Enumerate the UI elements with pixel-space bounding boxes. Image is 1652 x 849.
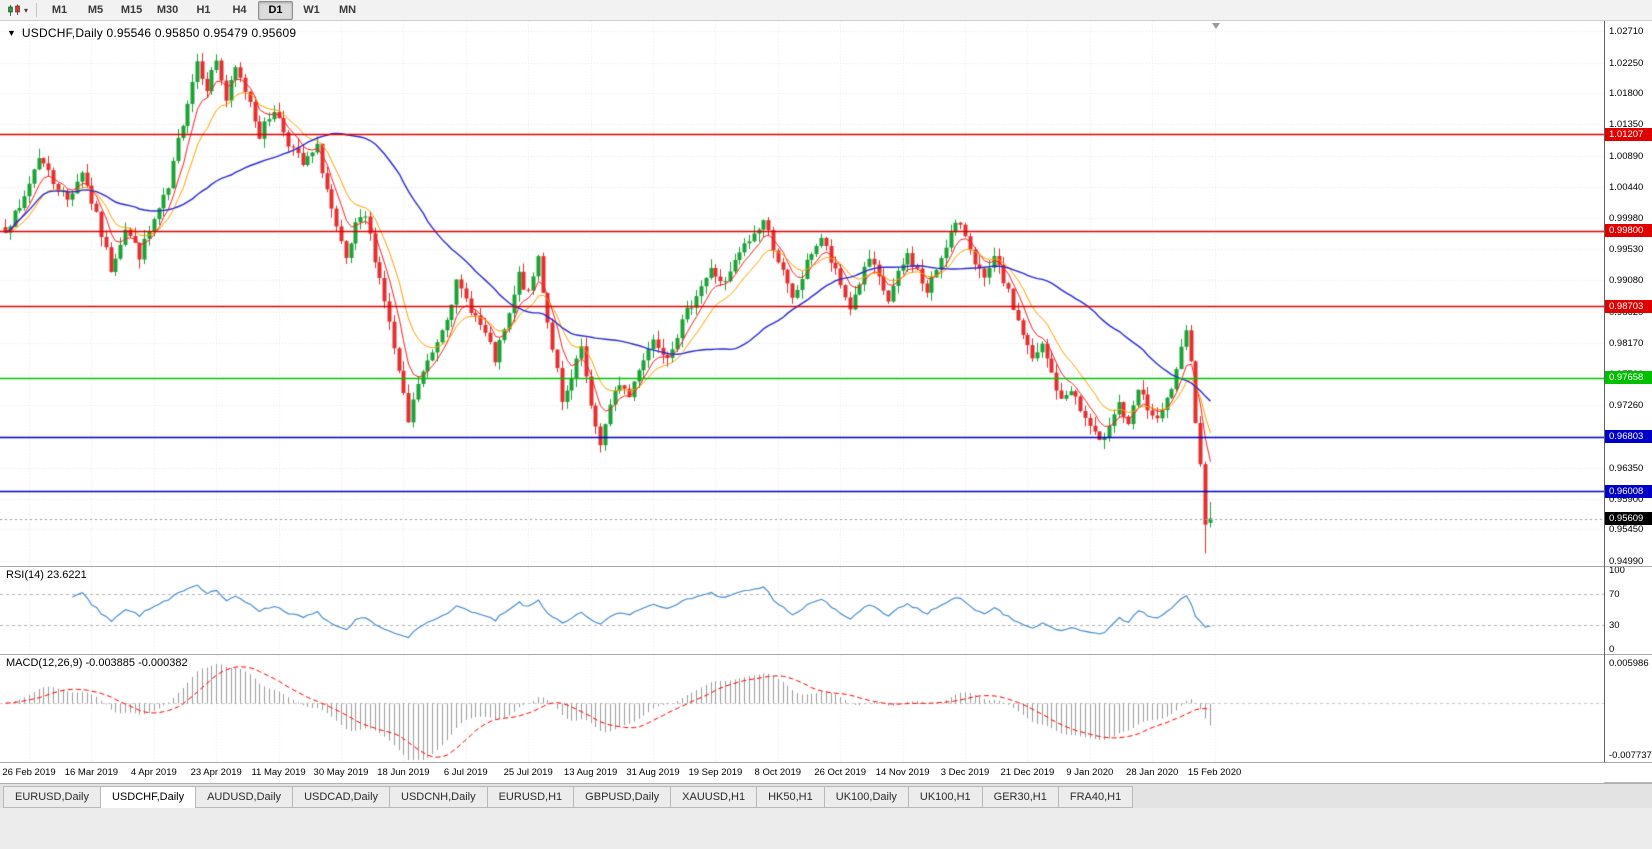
date-label: 31 Aug 2019 (626, 767, 680, 778)
tab-audusd-daily[interactable]: AUDUSD,Daily (196, 786, 294, 808)
date-label: 21 Dec 2019 (1000, 767, 1055, 778)
date-label: 30 May 2019 (313, 767, 369, 778)
date-label: 3 Dec 2019 (940, 767, 990, 778)
price-axis-label: 0.95450 (1609, 524, 1644, 536)
date-label: 26 Feb 2019 (2, 767, 56, 778)
rsi-axis-label: 30 (1609, 620, 1620, 632)
tf-button-m15[interactable]: M15 (120, 4, 143, 16)
current-price-badge: 0.95609 (1605, 512, 1652, 525)
timeframe-button-group: M1 M5 M15 M30 H1 H4 D1 W1 MN (42, 0, 365, 20)
rsi-axis-label: 100 (1609, 565, 1625, 576)
price-axis-label: 1.02710 (1609, 26, 1644, 37)
tf-button-h1[interactable]: H1 (196, 4, 211, 16)
hline-badge-1-01207[interactable]: 1.01207 (1605, 127, 1652, 141)
macd-label: MACD(12,26,9) -0.003885 -0.000382 (6, 657, 188, 669)
tf-button-h4[interactable]: H4 (232, 4, 247, 16)
price-axis-label: 0.99980 (1609, 213, 1644, 225)
hline-badge-0-99800[interactable]: 0.99800 (1605, 224, 1652, 238)
price-chart-canvas[interactable] (0, 21, 1604, 566)
date-label: 13 Aug 2019 (563, 767, 618, 778)
panel-separator[interactable] (0, 566, 1652, 567)
price-axis-label: 0.96350 (1609, 462, 1644, 474)
rsi-axis-label: 0 (1609, 644, 1615, 655)
tab-eurusd-h1[interactable]: EURUSD,H1 (487, 786, 575, 808)
tab-usdcad-daily[interactable]: USDCAD,Daily (293, 786, 391, 808)
dropdown-caret-icon: ▾ (24, 5, 29, 15)
tab-fra40-h1[interactable]: FRA40,H1 (1058, 786, 1134, 808)
price-axis-label: 1.00890 (1609, 150, 1644, 162)
tab-xauusd-h1[interactable]: XAUUSD,H1 (671, 786, 758, 808)
panel-separator[interactable] (0, 654, 1652, 655)
rsi-name: RSI(14) (6, 569, 44, 581)
tf-button-d1[interactable]: D1 (258, 0, 294, 20)
price-axis-label: 1.01800 (1609, 88, 1644, 100)
chart-shift-marker-icon (1212, 23, 1220, 29)
date-label: 8 Oct 2019 (754, 767, 802, 778)
date-label: 9 Jan 2020 (1066, 767, 1114, 778)
date-label: 19 Sep 2019 (688, 767, 743, 778)
chart-tabs-bar: EURUSD,Daily USDCHF,Daily AUDUSD,Daily USDC… (0, 783, 1652, 810)
date-label: 14 Nov 2019 (875, 767, 930, 778)
date-label: 15 Feb 2020 (1187, 767, 1242, 778)
price-axis-label: 0.98170 (1609, 337, 1644, 349)
macd-axis-label: -0.007737 (1609, 750, 1652, 761)
macd-name: MACD(12,26,9) (6, 657, 83, 669)
tab-ger30-h1[interactable]: GER30,H1 (982, 786, 1059, 808)
toolbar-separator (36, 3, 38, 17)
rsi-label: RSI(14) 23.6221 (6, 569, 87, 581)
status-strip (0, 808, 1652, 849)
price-axis-border (1604, 21, 1605, 762)
date-label: 25 Jul 2019 (503, 767, 553, 778)
hline-badge-0-97658[interactable]: 0.97658 (1605, 371, 1652, 385)
chart-area: ▼ USDCHF,Daily 0.95546 0.95850 0.95479 0… (0, 21, 1652, 783)
chart-tool-button[interactable]: ▾ (4, 3, 31, 18)
tab-gbpusd-daily[interactable]: GBPUSD,Daily (574, 786, 672, 808)
macd-axis-label: 0.005986 (1609, 658, 1649, 669)
tab-hk50-h1[interactable]: HK50,H1 (757, 786, 825, 808)
panel-separator (0, 762, 1652, 763)
date-label: 16 Mar 2019 (64, 767, 119, 778)
rsi-value: 23.6221 (46, 569, 87, 581)
price-axis-label: 0.97260 (1609, 400, 1644, 412)
hline-badge-0-98703[interactable]: 0.98703 (1605, 299, 1652, 313)
tab-uk100-daily[interactable]: UK100,Daily (824, 786, 909, 808)
date-axis: 26 Feb 2019 16 Mar 2019 4 Apr 2019 23 Apr 2… (0, 762, 1604, 783)
price-axis-label: 0.99530 (1609, 244, 1644, 256)
price-axis-label: 1.00440 (1609, 181, 1644, 193)
tab-eurusd-daily[interactable]: EURUSD,Daily (3, 786, 101, 808)
date-label: 23 Apr 2019 (190, 767, 242, 778)
hline-badge-0-96803[interactable]: 0.96803 (1605, 430, 1652, 444)
tab-usdcnh-daily[interactable]: USDCNH,Daily (390, 786, 488, 808)
chart-title: ▼ USDCHF,Daily 0.95546 0.95850 0.95479 0… (7, 26, 296, 40)
price-axis-label: 1.02250 (1609, 57, 1644, 69)
macd-values: -0.003885 -0.000382 (85, 657, 188, 669)
macd-panel-canvas[interactable] (0, 655, 1604, 762)
tf-button-m30[interactable]: M30 (156, 4, 179, 16)
tf-button-mn[interactable]: MN (338, 4, 357, 16)
date-label: 26 Oct 2019 (814, 767, 867, 778)
rsi-axis-label: 70 (1609, 588, 1620, 600)
date-label: 6 Jul 2019 (443, 767, 488, 778)
candlestick-chart-icon (8, 4, 20, 16)
price-axis-label: 0.95900 (1609, 493, 1644, 505)
tab-usdchf-daily[interactable]: USDCHF,Daily (100, 786, 197, 810)
chart-title-text: USDCHF,Daily 0.95546 0.95850 0.95479 0.9… (21, 26, 297, 40)
date-label: 28 Jan 2020 (1126, 767, 1179, 778)
date-label: 18 Jun 2019 (377, 767, 430, 778)
price-axis-label: 0.94990 (1609, 556, 1644, 567)
date-label: 4 Apr 2019 (130, 767, 177, 778)
price-axis-label: 1.01350 (1609, 119, 1644, 131)
hline-badge-0-96008[interactable]: 0.96008 (1605, 484, 1652, 498)
tab-uk100-h1[interactable]: UK100,H1 (908, 786, 983, 808)
tf-button-m5[interactable]: M5 (87, 4, 104, 16)
collapse-arrow-icon[interactable]: ▼ (7, 28, 16, 38)
rsi-panel-canvas[interactable] (0, 567, 1604, 654)
tf-button-m1[interactable]: M1 (51, 4, 68, 16)
tf-button-w1[interactable]: W1 (303, 4, 320, 16)
top-toolbar: ▾ M1 M5 M15 M30 H1 H4 D1 W1 MN (0, 0, 1652, 21)
date-label: 11 May 2019 (251, 767, 306, 778)
price-axis-label: 0.99080 (1609, 275, 1644, 287)
